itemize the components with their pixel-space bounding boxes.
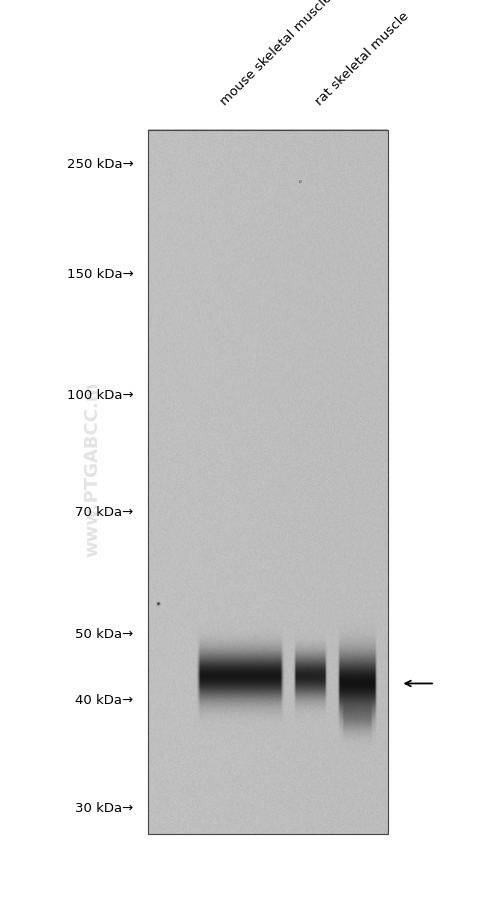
Bar — [148, 132, 388, 834]
Text: 100 kDa→: 100 kDa→ — [67, 389, 134, 401]
Text: 150 kDa→: 150 kDa→ — [67, 268, 134, 281]
Text: 30 kDa→: 30 kDa→ — [75, 801, 134, 814]
Text: www.PTGABCC.m: www.PTGABCC.m — [84, 382, 102, 557]
Text: 250 kDa→: 250 kDa→ — [67, 158, 134, 170]
Text: rat skeletal muscle: rat skeletal muscle — [314, 10, 412, 108]
Text: 40 kDa→: 40 kDa→ — [76, 694, 134, 706]
Text: 50 kDa→: 50 kDa→ — [75, 628, 134, 640]
Text: 70 kDa→: 70 kDa→ — [75, 506, 134, 519]
Text: mouse skeletal muscle: mouse skeletal muscle — [218, 0, 335, 108]
